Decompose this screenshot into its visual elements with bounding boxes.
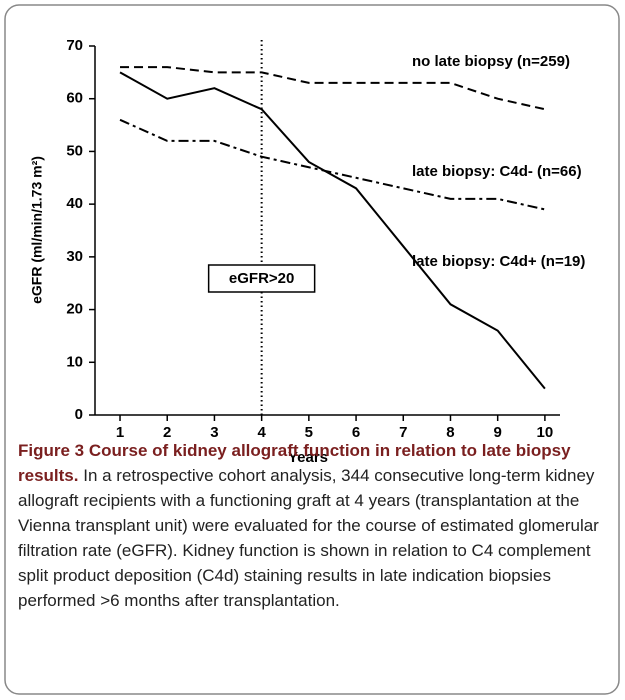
series-label: late biopsy: C4d+ (n=19) xyxy=(412,253,585,270)
y-tick-label: 0 xyxy=(75,406,83,423)
x-tick-label: 2 xyxy=(163,424,171,441)
series-line xyxy=(119,118,546,211)
caption-title: Figure 3 Course of kidney allograft func… xyxy=(18,441,571,485)
caption-text: In a retrospective cohort analysis, 344 … xyxy=(18,466,599,610)
x-tick-label: 6 xyxy=(352,424,360,441)
y-axis-label: eGFR (ml/min/1.73 m²) xyxy=(29,156,45,304)
y-tick-label: 10 xyxy=(66,353,83,370)
series-label: no late biopsy (n=259) xyxy=(412,53,570,70)
y-tick-label: 50 xyxy=(66,142,83,159)
y-tick-label: 60 xyxy=(66,90,83,107)
series-line xyxy=(119,71,546,390)
series-line xyxy=(120,66,546,111)
reference-label: eGFR>20 xyxy=(229,270,294,287)
y-tick-label: 70 xyxy=(66,37,83,54)
x-tick-label: 1 xyxy=(116,424,124,441)
caption: Figure 3 Course of kidney allograft func… xyxy=(18,438,610,613)
x-tick-label: 10 xyxy=(537,424,554,441)
x-axis-label: Years xyxy=(288,449,328,466)
y-tick-label: 20 xyxy=(66,301,83,318)
x-tick-label: 9 xyxy=(494,424,502,441)
series-label: late biopsy: C4d- (n=66) xyxy=(412,163,582,180)
reference-label-box xyxy=(207,264,316,293)
x-tick-label: 5 xyxy=(305,424,313,441)
x-tick-label: 3 xyxy=(210,424,218,441)
x-tick-label: 8 xyxy=(446,424,454,441)
x-tick-label: 4 xyxy=(257,424,266,441)
y-tick-label: 40 xyxy=(66,195,83,212)
y-tick-label: 30 xyxy=(66,248,83,265)
x-tick-label: 7 xyxy=(399,424,407,441)
frame xyxy=(4,4,620,695)
